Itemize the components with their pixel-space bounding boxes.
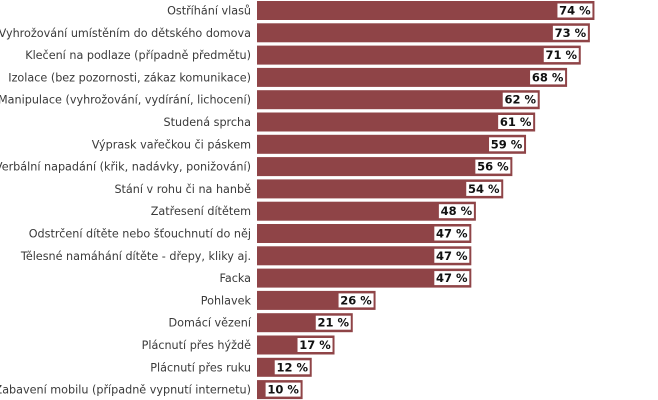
- value-label: 68 %: [532, 70, 564, 84]
- category-label: Ostříhání vlasů: [167, 5, 251, 18]
- category-label: Klečení na podlaze (případně předmětu): [25, 49, 251, 62]
- value-label-background: [434, 271, 470, 286]
- value-label-background: [338, 293, 374, 308]
- category-label: Pohlavek: [201, 294, 252, 307]
- value-label: 61 %: [500, 115, 532, 129]
- value-label-background: [297, 338, 333, 352]
- value-label-background: [552, 25, 588, 40]
- value-label: 47 %: [436, 249, 468, 263]
- category-label: Vyhrožování umístěním do dětského domova: [0, 27, 251, 40]
- bar: [257, 23, 590, 43]
- bar: [257, 67, 568, 87]
- value-label: 74 %: [559, 4, 591, 18]
- category-label: Studená sprcha: [164, 116, 251, 129]
- value-label: 12 %: [276, 360, 308, 374]
- category-label: Zatřesení dítětem: [151, 205, 251, 218]
- value-label-background: [315, 315, 351, 330]
- value-label-background: [274, 360, 310, 375]
- bar: [257, 112, 536, 132]
- value-label: 47 %: [436, 271, 468, 285]
- bar: [257, 179, 504, 199]
- category-label: Odstrčení dítěte nebo šťouchnutí do něj: [29, 228, 251, 241]
- category-label: Výprask vařečkou či páskem: [92, 138, 251, 151]
- bar: [257, 268, 472, 288]
- value-label-background: [557, 3, 593, 18]
- value-label-background: [438, 204, 474, 219]
- value-label-background: [489, 137, 525, 152]
- bar: [257, 201, 476, 221]
- value-label: 17 %: [299, 338, 331, 352]
- value-label: 71 %: [545, 48, 577, 62]
- value-label-background: [475, 159, 511, 174]
- category-label: Facka: [219, 272, 251, 285]
- value-label: 54 %: [468, 182, 500, 196]
- value-label-background: [502, 92, 538, 107]
- value-label-background: [543, 48, 579, 63]
- value-label-background: [466, 181, 502, 196]
- value-label: 21 %: [317, 316, 349, 330]
- value-label: 62 %: [504, 93, 536, 107]
- category-label: Stání v rohu či na hanbě: [114, 183, 251, 196]
- value-label-background: [498, 115, 534, 129]
- category-label: Verbální napadání (křik, nadávky, ponižo…: [0, 161, 251, 174]
- bar: [257, 157, 513, 177]
- value-label-background: [434, 226, 470, 241]
- category-label: Plácnutí přes ruku: [150, 361, 251, 374]
- bar: [257, 90, 540, 110]
- category-label: Manipulace (vyhrožování, vydírání, licho…: [0, 94, 251, 107]
- bar: [257, 1, 595, 20]
- bar: [257, 224, 472, 243]
- value-label: 26 %: [340, 293, 372, 307]
- value-label: 48 %: [441, 204, 473, 218]
- value-label-background: [530, 70, 566, 85]
- category-label: Zabavení mobilu (případně vypnutí intern…: [0, 384, 251, 397]
- value-label: 47 %: [436, 227, 468, 241]
- value-label: 10 %: [267, 383, 299, 397]
- bar: [257, 134, 527, 154]
- value-label: 56 %: [477, 160, 509, 174]
- bar: [257, 45, 581, 65]
- value-label-background: [434, 248, 470, 263]
- category-label: Plácnutí přes hýždě: [142, 339, 252, 352]
- category-label: Domácí vězení: [169, 317, 252, 330]
- value-label-background: [265, 382, 301, 397]
- value-label: 73 %: [555, 26, 587, 40]
- category-label: Tělesné namáhání dítěte - dřepy, kliky a…: [20, 250, 251, 263]
- bar: [257, 246, 472, 266]
- value-label: 59 %: [491, 137, 523, 151]
- category-label: Izolace (bez pozornosti, zákaz komunikac…: [8, 71, 251, 84]
